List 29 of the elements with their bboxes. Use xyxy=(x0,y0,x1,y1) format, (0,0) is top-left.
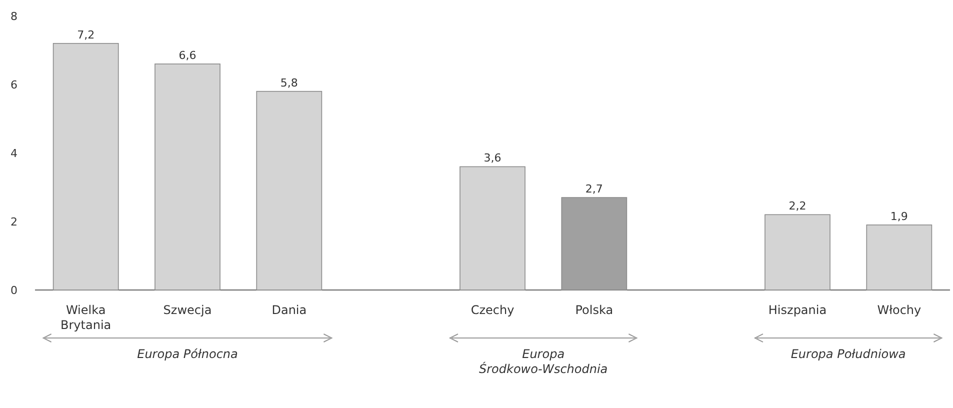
y-tick-label: 4 xyxy=(10,146,18,160)
bar xyxy=(866,224,932,290)
y-tick-label: 0 xyxy=(10,284,18,297)
x-tick-label: Czechy xyxy=(470,303,514,317)
data-label: 6,6 xyxy=(178,48,196,62)
bar xyxy=(764,214,830,290)
bar xyxy=(256,90,322,290)
data-label: 1,9 xyxy=(890,210,908,223)
data-label: 7,2 xyxy=(77,28,95,42)
data-label: 5,8 xyxy=(280,76,298,90)
text: Europa Północna xyxy=(137,347,238,361)
x-tick-label: Polska xyxy=(575,303,614,317)
y-tick-label: 8 xyxy=(10,10,18,23)
bar xyxy=(561,197,628,290)
bar xyxy=(460,166,526,290)
data-label: 2,7 xyxy=(585,182,603,196)
data-label: 3,6 xyxy=(484,152,502,165)
text: Europa Środkowo-Wschodnia xyxy=(479,347,608,376)
x-tick-label: Szwecja xyxy=(163,303,212,317)
y-tick-label: 2 xyxy=(10,215,18,228)
x-tick-label: Hiszpania xyxy=(768,303,827,317)
bar xyxy=(52,43,119,290)
text: Europa Południowa xyxy=(790,347,906,361)
x-tick-label: Włochy xyxy=(877,303,922,317)
x-tick-label: Dania xyxy=(272,303,307,317)
y-tick-label: 6 xyxy=(10,78,18,92)
bar xyxy=(154,64,220,290)
x-tick-label: Wielka Brytania xyxy=(60,303,112,332)
data-label: 2,2 xyxy=(788,200,806,213)
